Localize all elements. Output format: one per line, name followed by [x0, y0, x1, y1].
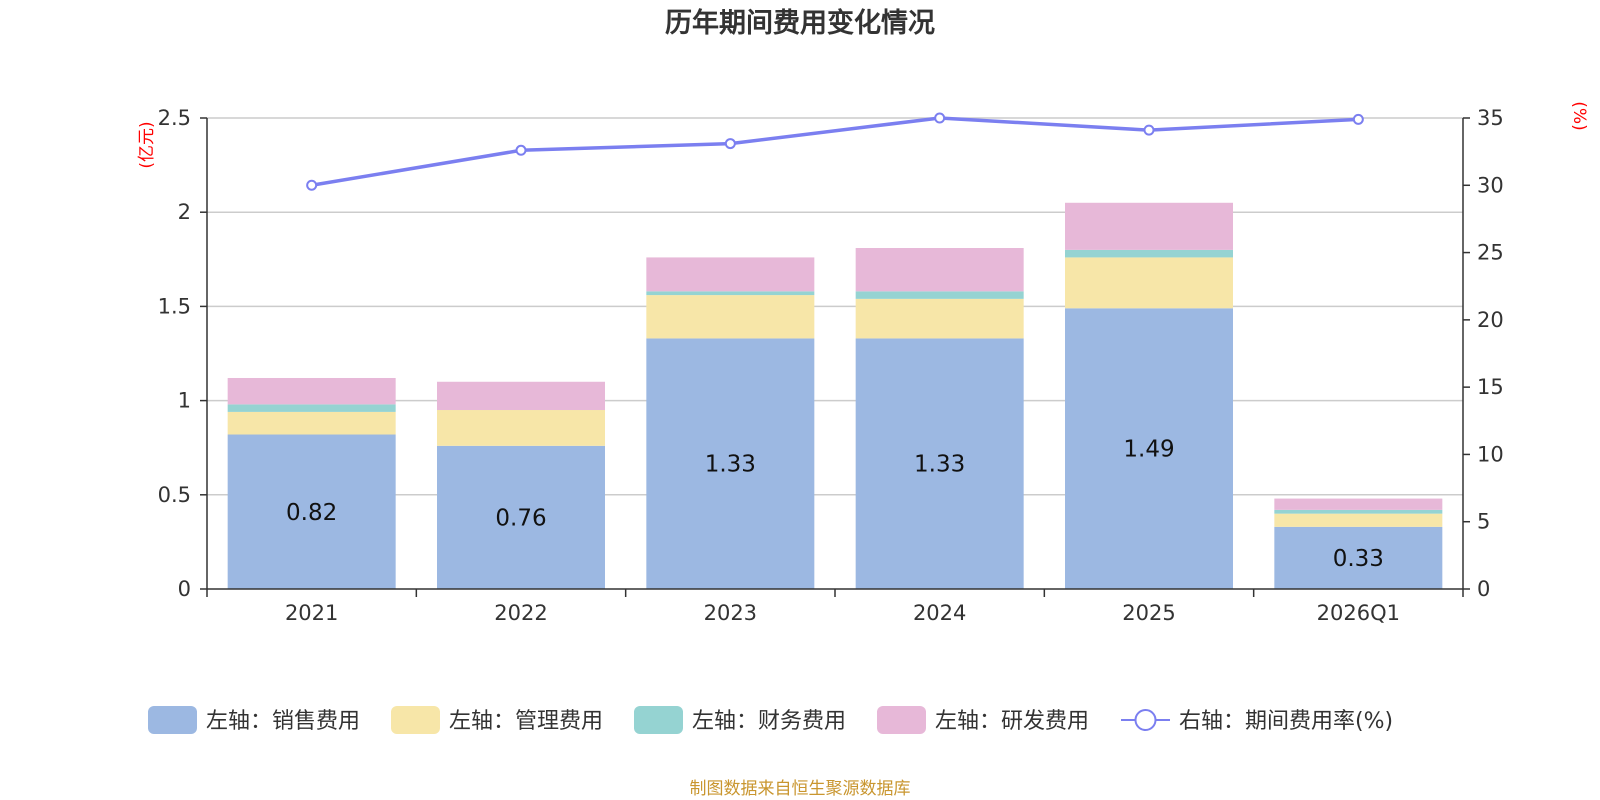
data-label: 1.33	[914, 452, 965, 478]
bar-segment	[227, 377, 396, 405]
bar-labels: 0.82 0.76 1.33 1.33 1.49 0.33	[286, 437, 1384, 572]
bar-segment	[855, 291, 1024, 299]
legend-label: 左轴：销售费用	[206, 709, 360, 734]
data-label: 1.49	[1123, 437, 1174, 463]
right-tick-label: 25	[1477, 241, 1504, 265]
rate-point	[1352, 113, 1364, 125]
right-tick-label: 10	[1477, 442, 1504, 466]
legend-label: 左轴：管理费用	[449, 709, 603, 734]
rate-series-line	[311, 116, 1359, 188]
left-tick-label: 2.5	[158, 106, 191, 130]
legend-swatch	[634, 706, 683, 734]
data-label: 1.33	[705, 452, 756, 478]
data-label: 0.82	[286, 500, 337, 526]
right-tick-label: 30	[1477, 173, 1504, 197]
bar-segment	[646, 295, 815, 339]
legend-swatch	[877, 706, 926, 734]
data-label: 0.76	[495, 505, 546, 531]
legend-swatch	[148, 706, 197, 734]
bar-segment	[1274, 513, 1443, 527]
right-tick-label: 35	[1477, 106, 1504, 130]
x-tick-label: 2024	[913, 601, 966, 625]
x-tick-label: 2021	[285, 601, 338, 625]
bar-segment	[855, 247, 1024, 292]
x-tick-label: 2025	[1122, 601, 1175, 625]
legend-label: 右轴：期间费用率(%)	[1179, 709, 1393, 734]
bar-segment	[1065, 257, 1233, 309]
bar-segment	[437, 410, 605, 446]
rate-point	[934, 112, 946, 124]
bar-segment	[1274, 509, 1443, 514]
bar-segment	[1274, 498, 1443, 510]
left-axis-unit: (亿元)	[137, 121, 157, 168]
bar-segment	[1065, 202, 1233, 250]
data-label: 0.33	[1333, 546, 1384, 572]
bar-segment	[646, 291, 815, 296]
x-tick-label: 2022	[494, 601, 547, 625]
x-tick-label: 2026Q1	[1317, 601, 1400, 625]
bar-segment	[227, 434, 396, 589]
right-tick-label: 15	[1477, 375, 1504, 399]
rate-point	[724, 138, 736, 150]
bar-segment	[1065, 308, 1233, 589]
left-tick-label: 0.5	[158, 483, 191, 507]
right-tick-label: 5	[1477, 510, 1490, 534]
bar-segment	[646, 338, 815, 589]
bar-segment	[437, 445, 605, 589]
bar-segment	[437, 381, 605, 411]
bar-segment	[1065, 249, 1233, 258]
rate-point	[1143, 124, 1155, 136]
left-tick-label: 0	[178, 577, 191, 601]
x-tick-label: 2023	[704, 601, 757, 625]
bars	[227, 202, 1443, 589]
legend-marker	[1134, 709, 1157, 731]
right-tick-label: 20	[1477, 308, 1504, 332]
legend-label: 左轴：研发费用	[935, 709, 1089, 734]
right-axis-unit: (%)	[1569, 101, 1589, 130]
source-note: 制图数据来自恒生聚源数据库	[690, 779, 911, 799]
bar-segment	[855, 298, 1024, 339]
right-tick-label: 0	[1477, 577, 1490, 601]
chart-title: 历年期间费用变化情况	[665, 7, 935, 39]
legend: 左轴：销售费用 左轴：管理费用 左轴：财务费用 左轴：研发费用 右轴：期间费用率(%)	[148, 706, 1393, 734]
gridlines	[207, 117, 1463, 496]
left-tick-label: 1	[178, 389, 191, 413]
rate-point	[515, 144, 527, 156]
bar-segment	[227, 404, 396, 412]
legend-label: 左轴：财务费用	[692, 709, 846, 734]
left-tick-label: 1.5	[158, 294, 191, 318]
left-tick-label: 2	[178, 200, 191, 224]
bar-segment	[855, 338, 1024, 589]
bar-segment	[646, 257, 815, 292]
legend-swatch	[391, 706, 440, 734]
bar-segment	[1274, 526, 1443, 589]
bar-segment	[227, 411, 396, 435]
rate-point	[306, 179, 318, 191]
rate-line	[306, 112, 1364, 191]
